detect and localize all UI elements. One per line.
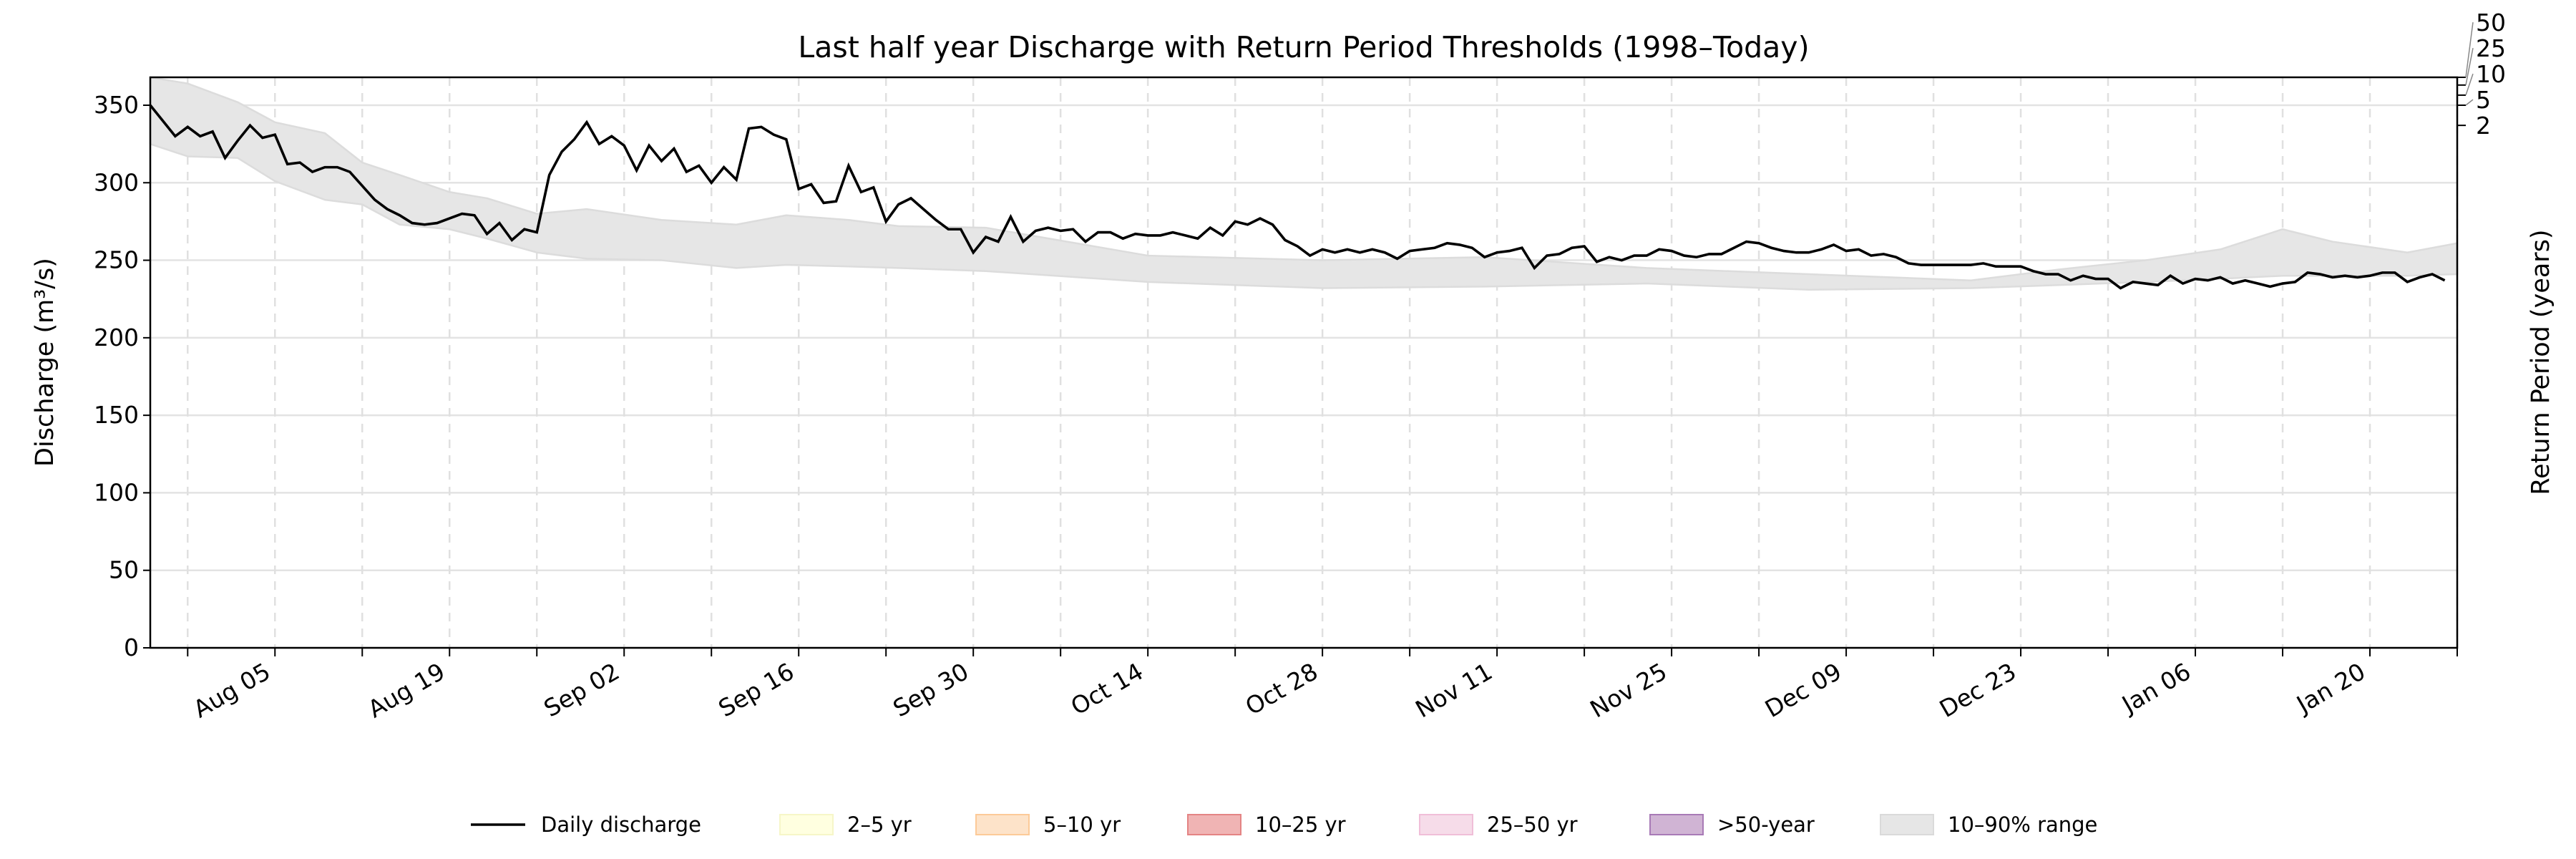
y-tick-label: 150	[94, 401, 139, 429]
legend-label: Daily discharge	[541, 812, 701, 837]
legend-item: 10–25 yr	[1187, 812, 1346, 837]
legend-item: 10–90% range	[1880, 812, 2097, 837]
legend-label: >50-year	[1717, 812, 1815, 837]
legend-label: 10–90% range	[1948, 812, 2097, 837]
return-period-tick-label: 5	[2476, 86, 2491, 114]
legend: Daily discharge 2–5 yr 5–10 yr 10–25 yr 25–5…	[471, 812, 2097, 837]
series-layer	[149, 104, 2446, 290]
return-period-tick-label: 2	[2476, 112, 2491, 140]
y-axis-label: Discharge (m³/s)	[31, 258, 59, 467]
legend-item: 2–5 yr	[779, 812, 912, 837]
series-line-daily-discharge	[149, 104, 2446, 290]
legend-item: Daily discharge	[471, 812, 701, 837]
y-tick-label: 100	[94, 478, 139, 506]
legend-patch-swatch	[779, 814, 834, 835]
legend-patch-swatch	[1880, 814, 1934, 835]
y-axis: 0 50 100 150 200 250 300 350	[94, 91, 150, 661]
y-tick-label: 300	[94, 168, 139, 196]
legend-label: 25–50 yr	[1487, 812, 1578, 837]
legend-item: 25–50 yr	[1419, 812, 1578, 837]
y-tick-label: 0	[124, 634, 139, 661]
y-tick-label: 50	[109, 556, 139, 584]
y-axis-right-label: Return Period (years)	[2527, 229, 2555, 495]
legend-patch-swatch	[975, 814, 1030, 835]
legend-label: 5–10 yr	[1043, 812, 1121, 837]
legend-item: 5–10 yr	[975, 812, 1121, 837]
legend-patch-swatch	[1187, 814, 1241, 835]
y-tick-label: 200	[94, 324, 139, 351]
legend-label: 10–25 yr	[1255, 812, 1346, 837]
chart-title: Last half year Discharge with Return Per…	[798, 30, 1809, 64]
return-period-leader	[2465, 73, 2474, 96]
legend-label: 2–5 yr	[847, 812, 912, 837]
return-period-leader	[2465, 22, 2474, 78]
return-period-tick-label: 25	[2476, 34, 2506, 62]
return-period-tick-label: 10	[2476, 60, 2506, 88]
y-tick-label: 250	[94, 246, 139, 274]
y-tick-label: 350	[94, 91, 139, 119]
return-period-leader	[2465, 99, 2474, 106]
legend-patch-swatch	[1419, 814, 1473, 835]
legend-patch-swatch	[1649, 814, 1704, 835]
return-period-leader	[2465, 47, 2474, 85]
legend-item: >50-year	[1649, 812, 1815, 837]
plot-frame	[149, 76, 2459, 649]
return-period-tick-label: 50	[2476, 9, 2506, 37]
